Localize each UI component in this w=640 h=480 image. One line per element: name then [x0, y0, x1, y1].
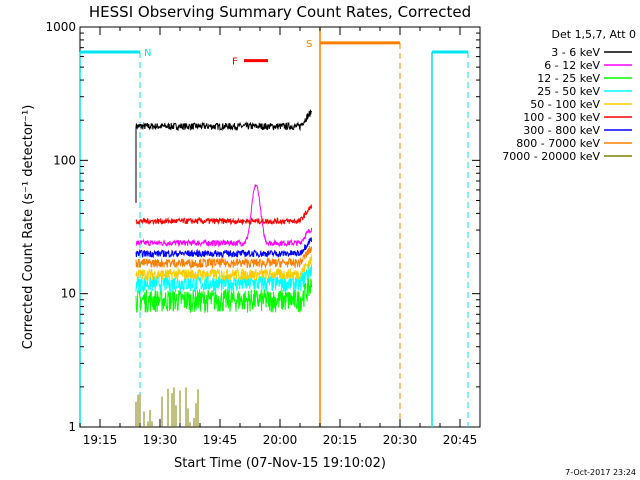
- series-line: [135, 254, 313, 282]
- series-line: [135, 183, 313, 248]
- series-line: [135, 246, 313, 270]
- legend-entry-label: 12 - 25 keV: [537, 72, 600, 85]
- y-tick-label: 100: [53, 153, 76, 167]
- legend-entry-label: 25 - 50 keV: [537, 85, 600, 98]
- y-tick-label: 10: [61, 287, 76, 301]
- x-tick-label: 20:30: [383, 433, 418, 447]
- chart-title: HESSI Observing Summary Count Rates, Cor…: [89, 3, 471, 21]
- y-axis-label: Corrected Count Rate (s⁻¹ detector⁻¹): [21, 105, 36, 350]
- series-line: [135, 277, 313, 313]
- legend-title: Det 1,5,7, Att 0: [552, 28, 636, 41]
- series-line: [135, 237, 313, 259]
- saa-annotation-label: S: [306, 39, 312, 50]
- legend-entry-label: 3 - 6 keV: [551, 46, 600, 59]
- x-tick-label: 20:15: [323, 433, 358, 447]
- y-tick-label: 1: [68, 420, 76, 434]
- night-annotation-label: N: [144, 48, 151, 59]
- legend-entry-label: 50 - 100 keV: [530, 98, 600, 111]
- x-tick-label: 19:15: [83, 433, 118, 447]
- y-tick-label: 1000: [45, 20, 76, 34]
- x-tick-label: 20:00: [263, 433, 298, 447]
- flare-annotation-label: F: [232, 57, 238, 68]
- series-line: [135, 109, 313, 132]
- x-tick-label: 20:45: [443, 433, 478, 447]
- legend-entry-label: 300 - 800 keV: [523, 124, 600, 137]
- series-line: [135, 204, 313, 226]
- legend-entry-label: 6 - 12 keV: [544, 59, 600, 72]
- x-tick-label: 19:45: [203, 433, 238, 447]
- legend-entry-label: 7000 - 20000 keV: [502, 150, 600, 163]
- footer-timestamp: 7-Oct-2017 23:24: [565, 468, 636, 477]
- legend-entry-label: 100 - 300 keV: [523, 111, 600, 124]
- x-axis-label: Start Time (07-Nov-15 19:10:02): [174, 456, 386, 471]
- legend-entry-label: 800 - 7000 keV: [516, 137, 600, 150]
- x-tick-label: 19:30: [143, 433, 178, 447]
